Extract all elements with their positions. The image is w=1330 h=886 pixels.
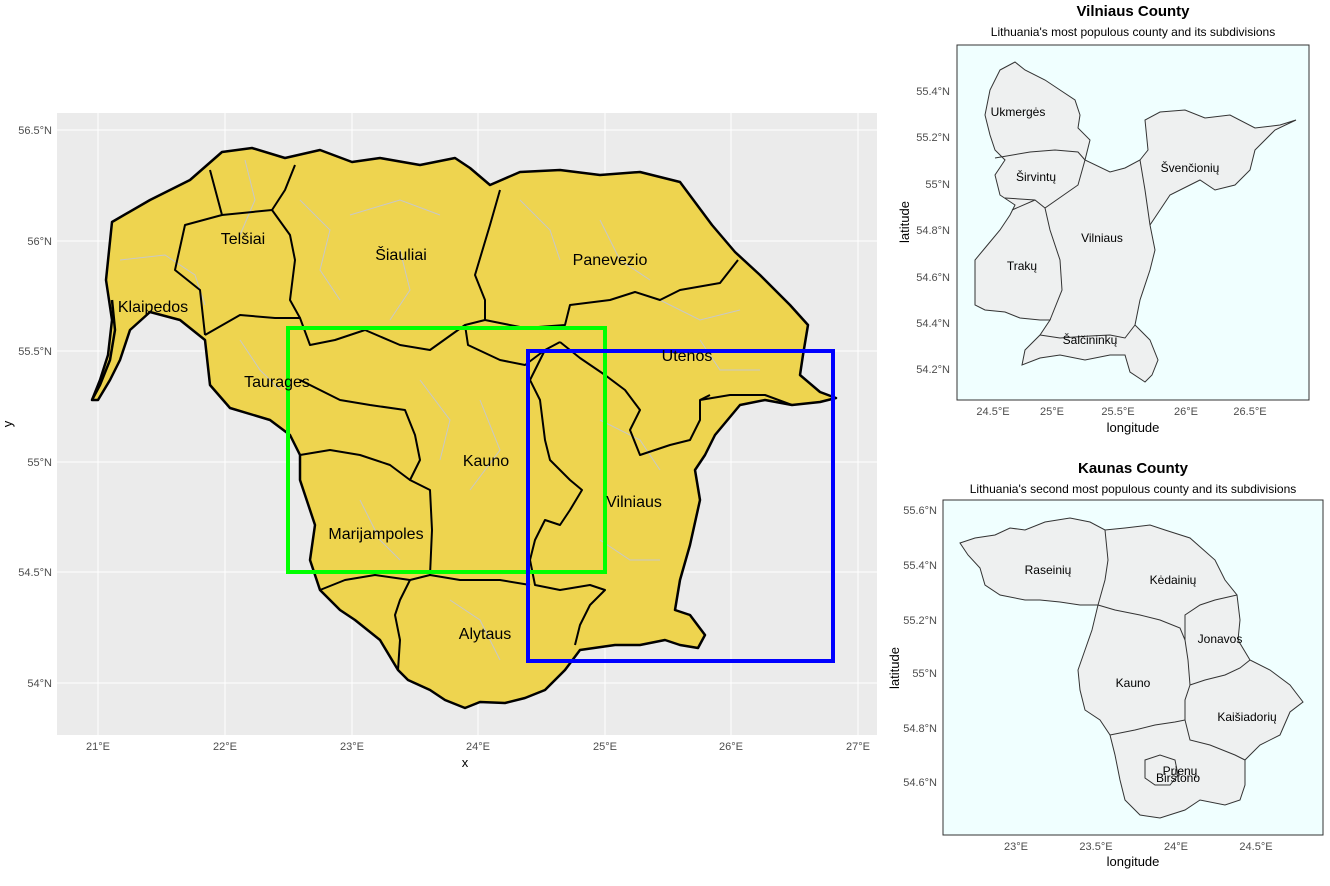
kaunas-inset-subtitle: Lithuania's second most populous county … [970, 482, 1297, 496]
subdivision-label: Vilniaus [1081, 231, 1123, 245]
vilnius-y-ticks: 55.4°N 55.2°N 55°N 54.8°N 54.6°N 54.4°N … [916, 86, 950, 376]
subdivision-label: Švenčionių [1161, 160, 1220, 175]
y-tick-label: 54.4°N [916, 318, 950, 330]
kaunas-y-ticks: 55.6°N 55.4°N 55.2°N 55°N 54.8°N 54.6°N [903, 505, 937, 789]
y-tick-label: 54°N [27, 678, 52, 690]
vilnius-inset-panel: Vilniaus County Lithuania's most populou… [897, 3, 1310, 435]
subdivision-label: Ukmergės [991, 105, 1046, 119]
x-tick-label: 24.5°E [976, 406, 1009, 418]
subdivision-label: Kėdainių [1150, 573, 1197, 587]
region-label: Kauno [463, 453, 509, 470]
x-tick-label: 24°E [466, 741, 490, 753]
x-tick-label: 22°E [213, 741, 237, 753]
county-boundaries [174, 164, 793, 671]
subdivision-label: Trakų [1007, 259, 1038, 273]
main-x-axis-title: x [462, 755, 469, 770]
region-label: Klaipedos [118, 299, 188, 316]
x-tick-label: 25°E [1040, 406, 1064, 418]
x-tick-label: 23.5°E [1079, 841, 1112, 853]
kaunas-y-axis-title: latitude [887, 647, 902, 689]
subdivision-label: Kaišiadorių [1217, 710, 1277, 724]
subdivision-label: Šalčininkų [1063, 332, 1118, 347]
region-label: Utenos [662, 348, 713, 365]
x-tick-label: 23°E [340, 741, 364, 753]
x-tick-label: 24.5°E [1239, 841, 1272, 853]
y-tick-label: 55.4°N [916, 86, 950, 98]
y-tick-label: 56.5°N [18, 125, 52, 137]
vilnius-subdivision-lines [994, 149, 1151, 339]
subdivision-label: Širvintų [1016, 169, 1056, 184]
x-tick-label: 27°E [846, 741, 870, 753]
kaunas-inset-title: Kaunas County [1078, 460, 1189, 477]
kaunas-subdivision-lines [1097, 529, 1251, 786]
x-tick-label: 26°E [719, 741, 743, 753]
region-label: Telšiai [221, 231, 265, 248]
region-label: Vilniaus [606, 494, 662, 511]
main-y-ticks: 56.5°N 56°N 55.5°N 55°N 54.5°N 54°N [18, 125, 52, 690]
vilnius-county-shape [974, 61, 1297, 383]
kaunas-county-shape [959, 517, 1304, 819]
main-region-labels: Telšiai Šiauliai Panevezio Klaipedos Tau… [118, 231, 712, 643]
y-tick-label: 55.2°N [916, 132, 950, 144]
vilnius-x-axis-title: longitude [1107, 420, 1160, 435]
kaunas-region-labels: Raseinių Kėdainių Jonavos Kauno Kaišiado… [1025, 563, 1277, 785]
vilnius-county-box [526, 349, 835, 663]
main-x-ticks: 21°E 22°E 23°E 24°E 25°E 26°E 27°E [86, 741, 870, 753]
vilnius-region-labels: Ukmergės Širvintų Švenčionių Vilniaus Tr… [991, 105, 1220, 347]
x-tick-label: 25.5°E [1101, 406, 1134, 418]
x-tick-label: 25°E [593, 741, 617, 753]
y-tick-label: 54.2°N [916, 364, 950, 376]
y-tick-label: 54.6°N [903, 777, 937, 789]
vilnius-inset-subtitle: Lithuania's most populous county and its… [991, 25, 1275, 39]
vilnius-x-ticks: 24.5°E 25°E 25.5°E 26°E 26.5°E [976, 406, 1266, 418]
kaunas-x-ticks: 23°E 23.5°E 24°E 24.5°E [1004, 841, 1273, 853]
main-y-axis-title: y [0, 420, 15, 427]
y-tick-label: 55.4°N [903, 560, 937, 572]
main-map-panel: Telšiai Šiauliai Panevezio Klaipedos Tau… [0, 113, 877, 770]
y-tick-label: 55°N [925, 179, 950, 191]
district-boundaries [119, 159, 760, 661]
subdivision-label: Jonavos [1198, 632, 1243, 646]
y-tick-label: 54.8°N [916, 225, 950, 237]
x-tick-label: 21°E [86, 741, 110, 753]
kaunas-inset-panel: Kaunas County Lithuania's second most po… [887, 460, 1324, 869]
subdivision-label: Kauno [1116, 676, 1151, 690]
x-tick-label: 23°E [1004, 841, 1028, 853]
subdivision-label: Raseinių [1025, 563, 1072, 577]
vilnius-y-axis-title: latitude [897, 201, 912, 243]
region-label: Marijampoles [328, 526, 423, 543]
subdivision-label: Prienų [1163, 764, 1198, 778]
kaunas-county-box [286, 326, 607, 574]
x-tick-label: 26.5°E [1233, 406, 1266, 418]
y-tick-label: 55°N [27, 457, 52, 469]
y-tick-label: 55.5°N [18, 346, 52, 358]
y-tick-label: 55.6°N [903, 505, 937, 517]
region-label: Taurages [244, 374, 310, 391]
curonian-spit [90, 299, 117, 401]
lithuania-outline [90, 146, 838, 710]
region-label: Šiauliai [375, 245, 427, 264]
vilnius-inset-title: Vilniaus County [1076, 3, 1190, 20]
y-tick-label: 55.2°N [903, 615, 937, 627]
region-label: Panevezio [573, 252, 648, 269]
y-tick-label: 54.5°N [18, 567, 52, 579]
x-tick-label: 24°E [1164, 841, 1188, 853]
y-tick-label: 54.6°N [916, 272, 950, 284]
subdivision-label: Birštono [1156, 771, 1200, 785]
x-tick-label: 26°E [1174, 406, 1198, 418]
region-label: Alytaus [459, 626, 511, 643]
y-tick-label: 54.8°N [903, 723, 937, 735]
kaunas-x-axis-title: longitude [1107, 854, 1160, 869]
y-tick-label: 55°N [912, 668, 937, 680]
y-tick-label: 56°N [27, 236, 52, 248]
